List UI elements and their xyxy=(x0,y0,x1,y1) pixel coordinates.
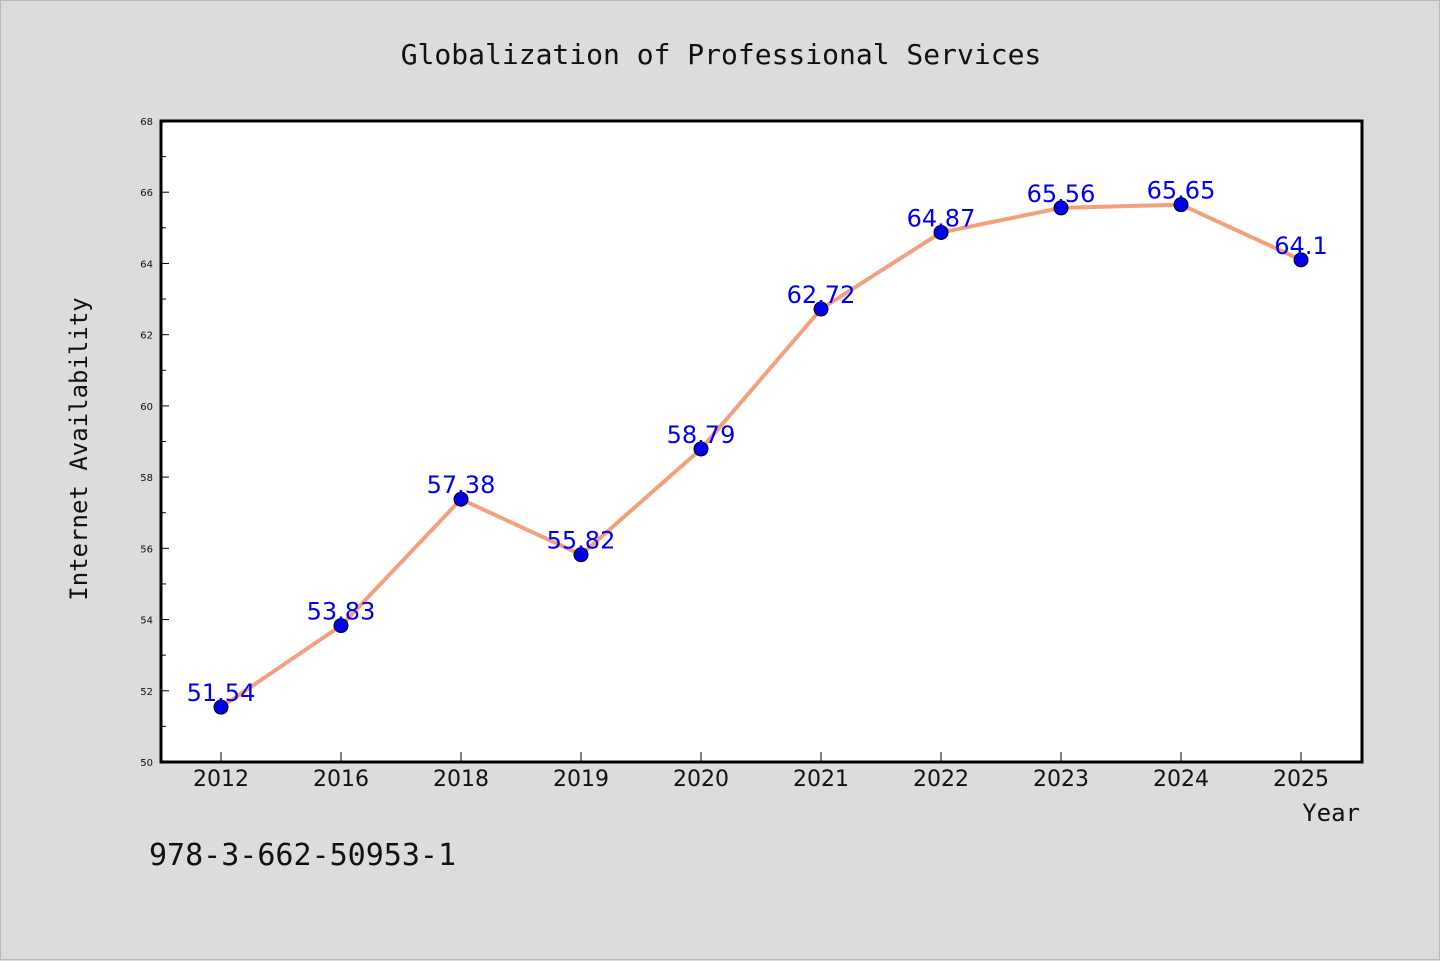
x-tick-label: 2025 xyxy=(1273,767,1329,792)
plot-area xyxy=(161,121,1362,762)
data-point xyxy=(1173,197,1189,213)
y-axis-label: Internet Availability xyxy=(65,297,93,600)
data-point xyxy=(573,547,589,563)
y-tick-label: 58 xyxy=(140,473,153,484)
data-label: 62.72 xyxy=(787,281,856,309)
x-tick-label: 2022 xyxy=(913,767,969,792)
data-point xyxy=(813,301,829,317)
x-tick-label: 2019 xyxy=(553,767,609,792)
y-tick-label: 54 xyxy=(140,616,153,627)
y-tick-label: 52 xyxy=(140,687,153,698)
data-point xyxy=(933,224,949,240)
y-tick-label: 64 xyxy=(140,259,153,270)
data-point xyxy=(333,618,349,634)
data-label: 53.83 xyxy=(307,598,376,626)
data-label: 51.54 xyxy=(187,679,256,707)
y-axis: 50 52 54 56 58 60 62 64 66 68 xyxy=(140,117,169,769)
isbn-code: 978-3-662-50953-1 xyxy=(149,838,456,873)
data-point xyxy=(1293,252,1309,268)
y-tick-label: 56 xyxy=(140,544,153,555)
data-label: 64.87 xyxy=(907,204,976,232)
data-label: 64.1 xyxy=(1274,232,1327,260)
x-tick-label: 2018 xyxy=(433,767,489,792)
x-tick-label: 2024 xyxy=(1153,767,1209,792)
x-axis: 2012 2016 2018 2019 2020 2021 2022 2023 2024 2025 xyxy=(193,752,1329,792)
data-label: 65.65 xyxy=(1147,177,1216,205)
data-label: 55.82 xyxy=(547,527,616,555)
x-tick-label: 2023 xyxy=(1033,767,1089,792)
data-point xyxy=(693,441,709,457)
y-tick-label: 68 xyxy=(140,117,153,128)
data-point xyxy=(213,699,229,715)
data-label: 57.38 xyxy=(427,471,496,499)
series-line xyxy=(219,202,1303,710)
plot-frame xyxy=(159,119,1364,764)
data-point xyxy=(1053,200,1069,216)
x-tick-label: 2016 xyxy=(313,767,369,792)
y-tick-label: 50 xyxy=(140,758,153,769)
data-label: 65.56 xyxy=(1027,180,1096,208)
x-axis-label: Year xyxy=(1302,799,1360,827)
chart-title: Globalization of Professional Services xyxy=(401,38,1042,71)
x-tick-label: 2012 xyxy=(193,767,249,792)
series-layer: 51.54 53.83 57.38 55.82 58.79 62.72 64.87 65.56… xyxy=(187,177,1328,715)
data-point xyxy=(453,491,469,507)
y-tick-label: 60 xyxy=(140,402,153,413)
data-label: 58.79 xyxy=(667,421,736,449)
x-tick-label: 2020 xyxy=(673,767,729,792)
y-tick-label: 62 xyxy=(140,331,153,342)
y-tick-label: 66 xyxy=(140,188,153,199)
x-tick-label: 2021 xyxy=(793,767,849,792)
